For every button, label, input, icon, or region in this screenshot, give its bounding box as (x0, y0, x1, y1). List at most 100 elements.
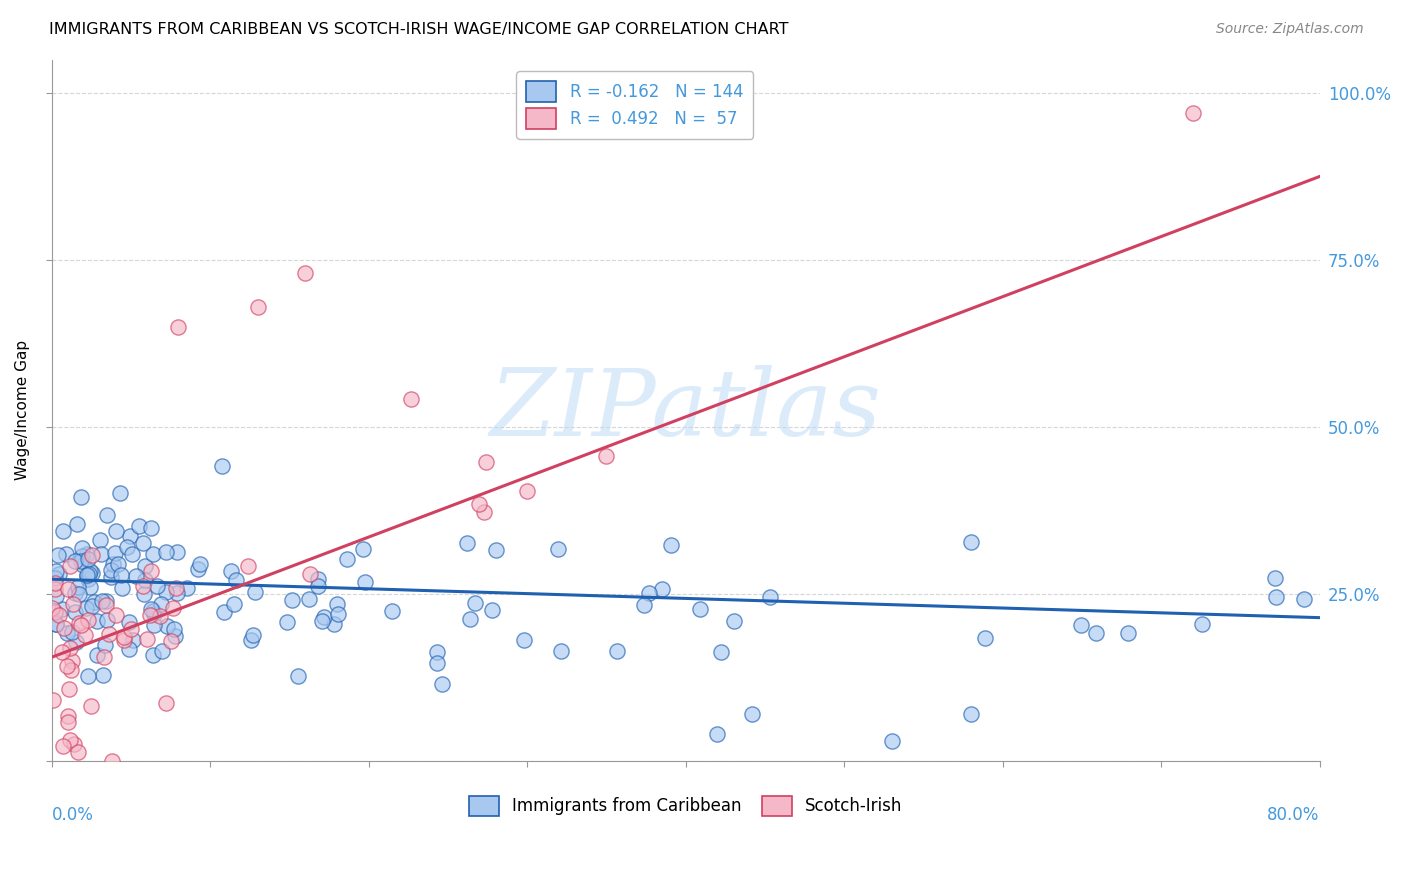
Point (100, 569, 122, 583)
Point (60, 624, 83, 639)
Point (118, 529, 141, 543)
Point (58, 582, 80, 596)
Point (70, 549, 93, 564)
Point (79, 580, 101, 594)
Point (399, 392, 422, 406)
Point (44, 582, 66, 597)
Point (166, 586, 188, 600)
Point (472, 505, 495, 519)
Point (111, 581, 134, 595)
Point (97, 627, 120, 641)
Point (163, 622, 186, 636)
Text: 80.0%: 80.0% (1267, 806, 1320, 824)
Point (60, 654, 83, 668)
Point (160, 633, 183, 648)
Point (188, 557, 211, 571)
Point (176, 582, 198, 596)
Point (481, 603, 503, 617)
Point (73, 628, 96, 642)
Point (166, 545, 188, 559)
Point (143, 607, 166, 621)
Point (353, 575, 375, 590)
Point (352, 542, 374, 557)
Point (651, 582, 673, 596)
Point (58, 558, 80, 573)
Point (59, 640, 82, 655)
Point (56, 715, 79, 730)
Text: 0.0%: 0.0% (52, 806, 93, 824)
Point (112, 633, 135, 648)
Point (307, 572, 329, 586)
Point (141, 521, 163, 535)
Point (118, 615, 141, 630)
Point (70, 617, 93, 632)
Point (136, 632, 159, 646)
Point (149, 609, 172, 624)
Point (960, 534, 983, 549)
Point (110, 568, 132, 582)
Point (1191, 616, 1213, 631)
Point (139, 607, 162, 622)
Point (107, 557, 129, 571)
Point (72, 558, 94, 572)
Point (547, 542, 569, 557)
Point (242, 627, 264, 641)
Point (1265, 591, 1288, 605)
Point (90, 547, 112, 561)
Point (82, 566, 104, 580)
Point (960, 707, 983, 722)
Point (550, 643, 572, 657)
Point (103, 546, 125, 560)
Point (485, 543, 508, 558)
Point (723, 614, 745, 628)
Point (246, 300, 269, 314)
Point (56, 626, 79, 640)
Point (76, 552, 98, 566)
Point (118, 641, 141, 656)
Point (89, 533, 111, 548)
Point (76, 548, 98, 562)
Point (94, 599, 117, 613)
Point (41, 692, 63, 706)
Point (100, 754, 122, 768)
Point (45, 617, 67, 632)
Point (162, 601, 184, 615)
Point (91, 667, 114, 681)
Point (706, 727, 728, 741)
Point (45, 590, 67, 604)
Point (105, 524, 128, 538)
Point (70, 541, 93, 555)
Point (41, 600, 63, 615)
Point (121, 547, 143, 561)
Point (150, 643, 173, 657)
Point (65, 634, 87, 648)
Point (76, 569, 98, 583)
Point (76, 669, 98, 683)
Point (222, 597, 245, 611)
Point (294, 266, 316, 280)
Point (464, 595, 486, 609)
Point (65, 516, 87, 531)
Point (134, 573, 156, 587)
Point (1181, 106, 1204, 120)
Point (128, 518, 150, 533)
Point (475, 455, 498, 469)
Point (155, 696, 177, 710)
Point (51, 602, 73, 616)
Text: Source: ZipAtlas.com: Source: ZipAtlas.com (1216, 22, 1364, 37)
Point (67, 615, 90, 630)
Point (149, 597, 172, 611)
Point (67, 587, 90, 601)
Point (155, 545, 177, 559)
Point (80, 699, 103, 714)
Point (311, 614, 333, 628)
Point (132, 536, 155, 550)
Point (56, 659, 79, 673)
Point (974, 632, 997, 646)
Point (381, 604, 404, 618)
Point (82, 599, 104, 613)
Point (108, 486, 131, 500)
Point (456, 535, 478, 549)
Point (145, 579, 167, 593)
Point (63, 605, 86, 619)
